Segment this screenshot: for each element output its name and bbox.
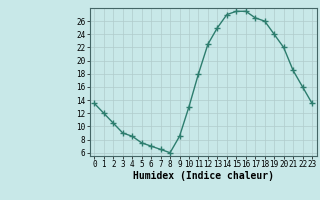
X-axis label: Humidex (Indice chaleur): Humidex (Indice chaleur) — [133, 171, 274, 181]
